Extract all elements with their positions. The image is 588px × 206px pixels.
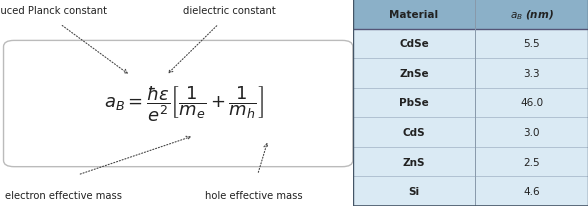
Bar xyxy=(353,0,475,29)
Bar xyxy=(475,177,588,206)
FancyBboxPatch shape xyxy=(4,41,353,167)
Bar xyxy=(475,59,588,88)
Text: 2.5: 2.5 xyxy=(523,157,540,167)
Text: hole effective mass: hole effective mass xyxy=(205,190,303,200)
Text: CdS: CdS xyxy=(403,128,425,137)
Bar xyxy=(475,29,588,59)
Text: 4.6: 4.6 xyxy=(523,186,540,196)
Text: $a_B = \dfrac{\hbar\epsilon}{e^2}\left[\dfrac{1}{m_e} + \dfrac{1}{m_h}\right]$: $a_B = \dfrac{\hbar\epsilon}{e^2}\left[\… xyxy=(103,84,263,124)
Text: 5.5: 5.5 xyxy=(523,39,540,49)
Text: electron effective mass: electron effective mass xyxy=(5,190,122,200)
Text: CdSe: CdSe xyxy=(399,39,429,49)
Text: $a_B$ (nm): $a_B$ (nm) xyxy=(510,8,553,21)
Text: 3.0: 3.0 xyxy=(523,128,540,137)
Bar xyxy=(353,118,475,147)
Bar xyxy=(475,147,588,177)
Text: reduced Planck constant: reduced Planck constant xyxy=(0,6,108,16)
Bar xyxy=(353,59,475,88)
Bar xyxy=(353,29,475,59)
Text: 46.0: 46.0 xyxy=(520,98,543,108)
Bar xyxy=(475,0,588,29)
Text: 3.3: 3.3 xyxy=(523,69,540,78)
Text: ZnS: ZnS xyxy=(403,157,425,167)
Bar xyxy=(475,88,588,118)
Text: dielectric constant: dielectric constant xyxy=(183,6,276,16)
Bar xyxy=(475,118,588,147)
Bar xyxy=(353,88,475,118)
Text: Material: Material xyxy=(389,10,439,20)
Text: ZnSe: ZnSe xyxy=(399,69,429,78)
Bar xyxy=(353,147,475,177)
Text: PbSe: PbSe xyxy=(399,98,429,108)
Bar xyxy=(353,177,475,206)
Text: Si: Si xyxy=(409,186,419,196)
